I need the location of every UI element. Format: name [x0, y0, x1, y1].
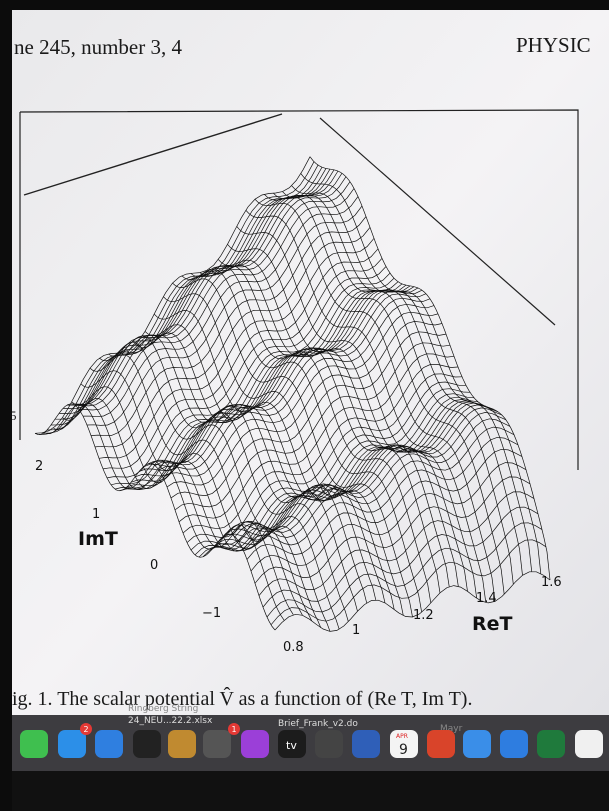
frame: [319, 117, 556, 326]
app-icon[interactable]: [278, 730, 306, 758]
paper-page: [12, 10, 609, 715]
mesh-line: [135, 332, 377, 600]
mesh-line: [163, 293, 404, 616]
mesh-line: [44, 403, 285, 621]
badge: [80, 723, 92, 735]
imt-tick: 1: [92, 507, 100, 522]
ret-tick: 1.4: [476, 591, 497, 606]
mesh-line: [309, 156, 551, 581]
z-tick: 5: [10, 408, 17, 423]
ret-label: ReT: [472, 613, 513, 635]
mesh-line: [273, 192, 514, 585]
mesh-line: [80, 370, 322, 628]
mesh-line: [62, 398, 303, 616]
mesh-line: [108, 335, 349, 622]
mesh-line: [99, 341, 340, 630]
bezel: [0, 0, 12, 811]
ret-tick: 1.2: [413, 608, 434, 623]
mesh-line: [172, 278, 413, 618]
mesh-line: [263, 194, 505, 595]
app-icon[interactable]: [463, 730, 491, 758]
app-icon[interactable]: [95, 730, 123, 758]
header-left: ne 245, number 3, 4: [14, 35, 182, 59]
mesh-line: [153, 310, 395, 610]
mesh-line: [227, 244, 468, 592]
mesh-line: [144, 324, 386, 603]
mesh-line: [71, 386, 313, 621]
app-icon[interactable]: [390, 730, 418, 758]
mesh-line: [300, 173, 542, 574]
ret-tick: 1: [352, 623, 360, 638]
bezel: [0, 0, 609, 10]
mesh-line: [53, 403, 294, 615]
calendar-month: APR: [396, 733, 408, 740]
app-icon[interactable]: [427, 730, 455, 758]
ret-tick: 0.8: [283, 640, 304, 655]
figure: 5 ImT ReT 2 1 0 −1 0.8 1 1.2 1.4 1.6: [10, 109, 579, 655]
tv-label: tv: [286, 739, 297, 752]
mesh-line: [291, 185, 533, 572]
app-icon[interactable]: [20, 730, 48, 758]
imt-tick: 2: [35, 459, 43, 474]
app-icon[interactable]: [575, 730, 603, 758]
app-icon[interactable]: [168, 730, 196, 758]
mesh-line: [117, 334, 358, 612]
app-icon[interactable]: [537, 730, 565, 758]
mesh-line: [218, 259, 459, 587]
app-icon[interactable]: [203, 730, 231, 758]
mesh-line: [245, 209, 487, 603]
mesh-line: [89, 354, 331, 632]
dock-icons: Ringberg String 24_NEU...22.2.xlsx Brief_F…: [20, 704, 603, 758]
mesh-line: [126, 335, 368, 603]
imt-tick: −1: [202, 606, 221, 621]
file-label: 24_NEU...22.2.xlsx: [128, 716, 213, 726]
mesh-line: [282, 191, 523, 576]
ret-tick: 1.6: [541, 575, 562, 590]
badge: [228, 723, 240, 735]
calendar-day: 9: [399, 742, 408, 758]
frame: [23, 113, 283, 196]
surface-mesh: [34, 156, 551, 632]
app-icon[interactable]: [241, 730, 269, 758]
imt-tick: 0: [150, 558, 158, 573]
app-icon[interactable]: [58, 730, 86, 758]
mesh-line: [208, 265, 450, 587]
app-icon[interactable]: [352, 730, 380, 758]
badge-count: 1: [231, 725, 236, 734]
mesh-line: [181, 268, 423, 613]
app-icon[interactable]: [500, 730, 528, 758]
app-icon[interactable]: [133, 730, 161, 758]
mesh-line: [34, 403, 276, 631]
mesh-line: [236, 226, 478, 599]
header-right: PHYSIC: [516, 33, 591, 57]
mesh-line: [190, 265, 432, 603]
caption: ig. 1. The scalar potential V̂ as a func…: [12, 686, 472, 710]
badge-count: 2: [83, 725, 88, 734]
imt-label: ImT: [78, 528, 118, 550]
mesh-line: [254, 198, 496, 602]
file-label: Brief_Frank_v2.do: [278, 719, 358, 729]
app-icon[interactable]: [315, 730, 343, 758]
file-label: Ringberg String: [128, 704, 198, 714]
frame: [19, 109, 579, 470]
file-label: Mayr: [440, 724, 463, 734]
